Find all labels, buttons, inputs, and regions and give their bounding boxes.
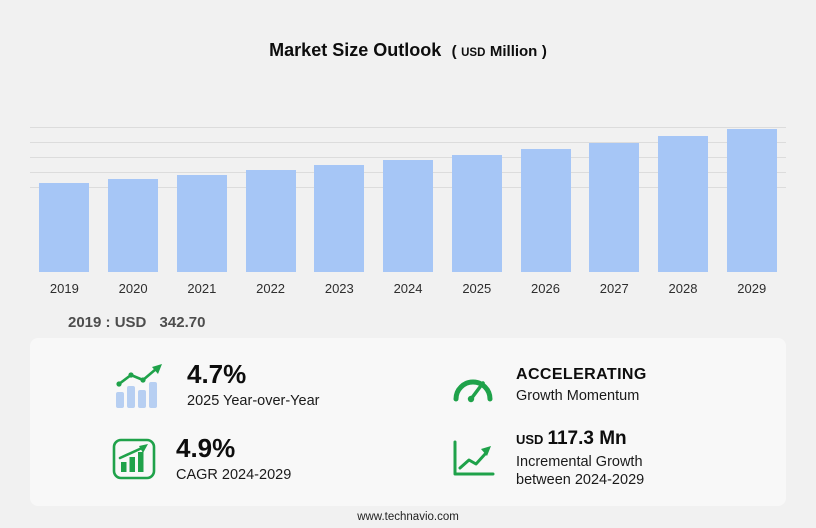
- line-chart-arrow-icon: [450, 439, 496, 479]
- stat-cagr: 4.9% CAGR 2024-2029: [112, 422, 450, 496]
- chart-column: 2024: [374, 127, 443, 299]
- chart-column: 2028: [649, 127, 718, 299]
- x-axis-label: 2020: [118, 281, 148, 296]
- chart-bar-2028: [657, 136, 708, 272]
- stat-momentum-label: Growth Momentum: [516, 388, 640, 404]
- chart-column: 2026: [511, 127, 580, 299]
- stat-incremental-growth-value-line: USD 117.3 Mn: [516, 427, 694, 449]
- chart-bar-2023: [314, 165, 365, 272]
- chart-column: 2020: [99, 127, 168, 299]
- chart-bar-2027: [589, 142, 640, 272]
- stat-year-over-year-label: 2025 Year-over-Year: [187, 392, 320, 409]
- title-unit-open-paren: (: [451, 43, 457, 60]
- bar-chart-trend-icon: [112, 362, 167, 408]
- chart-column: 2025: [442, 127, 511, 299]
- x-axis-label: 2021: [187, 281, 217, 296]
- bar-chart: 2019 2020 2021 2022 2023 2024 2025 2026 2027 2028…: [30, 127, 786, 299]
- stats-panel: 4.7% 2025 Year-over-Year ACCELERATING Gr…: [30, 338, 786, 506]
- x-axis-label: 2028: [668, 281, 698, 296]
- x-axis-label: 2019: [49, 281, 79, 296]
- stat-year-over-year-text: 4.7% 2025 Year-over-Year: [187, 359, 320, 409]
- x-axis-label: 2023: [324, 281, 354, 296]
- stat-momentum-value: ACCELERATING: [516, 366, 647, 383]
- title-text: Market Size Outlook: [269, 40, 442, 60]
- stat-incremental-growth: USD 117.3 Mn Incremental Growth between 2…: [450, 422, 762, 496]
- chart-bar-2021: [176, 174, 227, 272]
- x-axis-label: 2027: [599, 281, 629, 296]
- stat-incremental-growth-text: USD 117.3 Mn Incremental Growth between 2…: [516, 427, 694, 489]
- footer-url: www.technavio.com: [357, 511, 459, 523]
- gridline: [30, 127, 786, 128]
- stat-incremental-growth-currency: USD: [516, 431, 544, 447]
- stat-incremental-growth-label: Incremental Growth between 2024-2029: [516, 453, 645, 488]
- chart-column: 2029: [717, 127, 786, 299]
- chart-bar-2019: [39, 183, 90, 272]
- x-axis-label: 2022: [256, 281, 286, 296]
- market-size-chart: 2019 2020 2021 2022 2023 2024 2025 2026 2027 2028…: [30, 127, 786, 299]
- chart-column: 2023: [305, 127, 374, 299]
- x-axis-label: 2026: [531, 281, 560, 296]
- stat-incremental-growth-value: 117.3 Mn: [547, 427, 627, 449]
- x-axis-label: 2025: [462, 281, 492, 296]
- chart-bar-2020: [108, 179, 159, 272]
- chart-bar-2024: [383, 159, 434, 272]
- base-year-amount: 342.70: [159, 314, 206, 331]
- title-unit-currency: USD: [461, 47, 486, 59]
- stat-cagr-label: CAGR 2024-2029: [176, 466, 292, 483]
- title-unit-close-paren: ): [541, 43, 547, 60]
- stat-momentum: ACCELERATING Growth Momentum: [450, 348, 762, 422]
- stat-momentum-text: ACCELERATING Growth Momentum: [516, 366, 647, 404]
- stat-year-over-year: 4.7% 2025 Year-over-Year: [112, 348, 450, 422]
- chart-column: 2021: [167, 127, 236, 299]
- base-year-note: 2019 : USD 342.70: [68, 314, 205, 331]
- gridline: [30, 157, 786, 158]
- chart-column: 2027: [580, 127, 649, 299]
- x-axis-label: 2029: [737, 281, 767, 296]
- chart-column: 2022: [236, 127, 305, 299]
- speedometer-icon: [450, 366, 496, 404]
- gridline: [30, 142, 786, 143]
- stat-cagr-text: 4.9% CAGR 2024-2029: [176, 433, 292, 483]
- x-axis-label: 2024: [393, 281, 423, 296]
- stat-cagr-value: 4.9%: [176, 433, 236, 464]
- chart-bar-2026: [520, 148, 571, 272]
- chart-column: 2019: [30, 127, 99, 299]
- cagr-chart-icon: [112, 438, 156, 480]
- page-title: Market Size Outlook ( USD Million ): [0, 40, 816, 61]
- title-unit-name: Million: [489, 43, 538, 60]
- base-year-label: 2019 : USD: [68, 314, 147, 331]
- chart-bar-2029: [726, 129, 777, 272]
- chart-bar-2022: [245, 169, 296, 272]
- stat-year-over-year-value: 4.7%: [187, 359, 247, 390]
- chart-bar-2025: [451, 154, 502, 272]
